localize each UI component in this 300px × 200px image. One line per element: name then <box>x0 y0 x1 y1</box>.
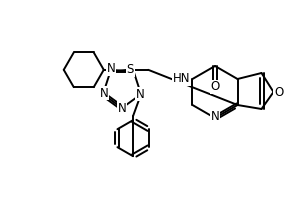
Text: N: N <box>106 62 115 75</box>
Text: S: S <box>127 63 134 76</box>
Text: O: O <box>274 86 283 98</box>
Text: N: N <box>211 110 219 123</box>
Text: N: N <box>100 87 108 100</box>
Text: O: O <box>210 80 220 94</box>
Text: N: N <box>136 88 144 101</box>
Text: N: N <box>118 102 126 114</box>
Text: HN: HN <box>173 72 190 86</box>
